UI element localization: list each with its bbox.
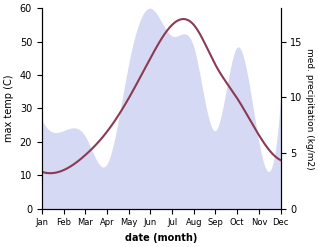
Y-axis label: max temp (C): max temp (C) bbox=[4, 75, 14, 142]
X-axis label: date (month): date (month) bbox=[125, 233, 197, 243]
Y-axis label: med. precipitation (kg/m2): med. precipitation (kg/m2) bbox=[305, 48, 314, 169]
